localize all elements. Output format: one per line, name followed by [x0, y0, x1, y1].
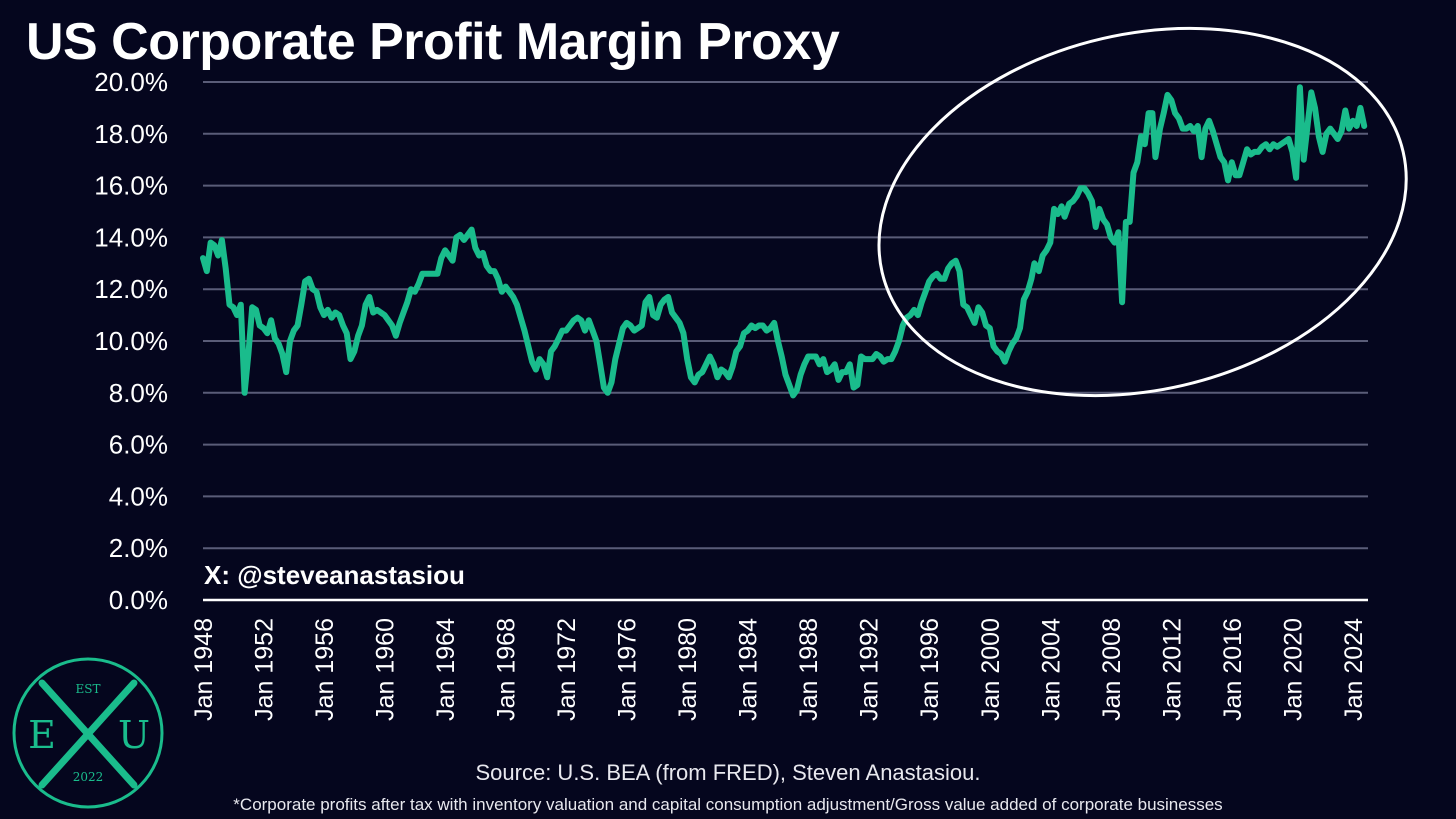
source-note: Source: U.S. BEA (from FRED), Steven Ana…: [475, 760, 981, 785]
x-tick-label: Jan 1952: [251, 618, 279, 721]
y-tick-label: 16.0%: [94, 171, 168, 201]
y-tick-label: 18.0%: [94, 119, 168, 149]
y-tick-label: 4.0%: [109, 481, 168, 511]
x-tick-label: Jan 1972: [553, 618, 581, 721]
logo-est-text: EST: [76, 682, 101, 696]
x-tick-label: Jan 1960: [372, 618, 400, 721]
y-tick-label: 2.0%: [109, 533, 168, 563]
x-tick-label: Jan 1964: [432, 618, 460, 721]
logo-year-text: 2022: [73, 770, 104, 784]
logo-left-letter: E: [28, 713, 56, 757]
x-tick-label: Jan 1984: [735, 618, 763, 721]
y-axis-tick-labels: 0.0% 2.0% 4.0% 6.0% 8.0% 10.0% 12.0% 14.0% 16.0%…: [94, 67, 168, 615]
x-tick-label: Jan 1980: [674, 618, 702, 721]
logo-circle: [12, 657, 164, 809]
x-tick-label: Jan 2000: [977, 618, 1005, 721]
y-tick-label: 20.0%: [94, 67, 168, 97]
y-tick-label: 0.0%: [109, 585, 168, 615]
x-tick-label: Jan 2020: [1279, 618, 1307, 721]
x-tick-label: Jan 2012: [1158, 618, 1186, 721]
x-tick-label: Jan 2008: [1098, 618, 1126, 721]
x-tick-label: Jan 1996: [916, 618, 944, 721]
x-tick-label: Jan 2004: [1037, 618, 1065, 721]
x-tick-label: Jan 1956: [311, 618, 339, 721]
y-tick-label: 12.0%: [94, 274, 168, 304]
x-tick-label: Jan 2016: [1219, 618, 1247, 721]
y-tick-label: 6.0%: [109, 430, 168, 460]
x-tick-label: Jan 1948: [190, 618, 218, 721]
page-title: US Corporate Profit Margin Proxy: [26, 13, 840, 71]
x-tick-label: Jan 1988: [795, 618, 823, 721]
logo-right-letter: U: [118, 713, 150, 757]
highlight-ellipse-annotation: [877, 26, 1408, 398]
logo-cross-mark: [38, 679, 138, 789]
footnote: *Corporate profits after tax with invent…: [233, 795, 1223, 814]
y-tick-label: 8.0%: [109, 378, 168, 408]
profit-margin-series-line: [200, 84, 1368, 399]
y-tick-label: 10.0%: [94, 326, 168, 356]
x-tick-label: Jan 1992: [856, 618, 884, 721]
y-tick-label: 14.0%: [94, 222, 168, 252]
gridlines: [203, 81, 1368, 550]
x-tick-label: Jan 2024: [1340, 618, 1368, 721]
x-tick-label: Jan 1968: [493, 618, 521, 721]
exu-logo: EST E U 2022: [12, 657, 164, 809]
x-tick-label: Jan 1976: [614, 618, 642, 721]
x-axis-tick-labels: Jan 1948 Jan 1952 Jan 1956 Jan 1960 Jan 1964…: [190, 618, 1368, 721]
social-handle-label: X: @steveanastasiou: [204, 560, 465, 590]
